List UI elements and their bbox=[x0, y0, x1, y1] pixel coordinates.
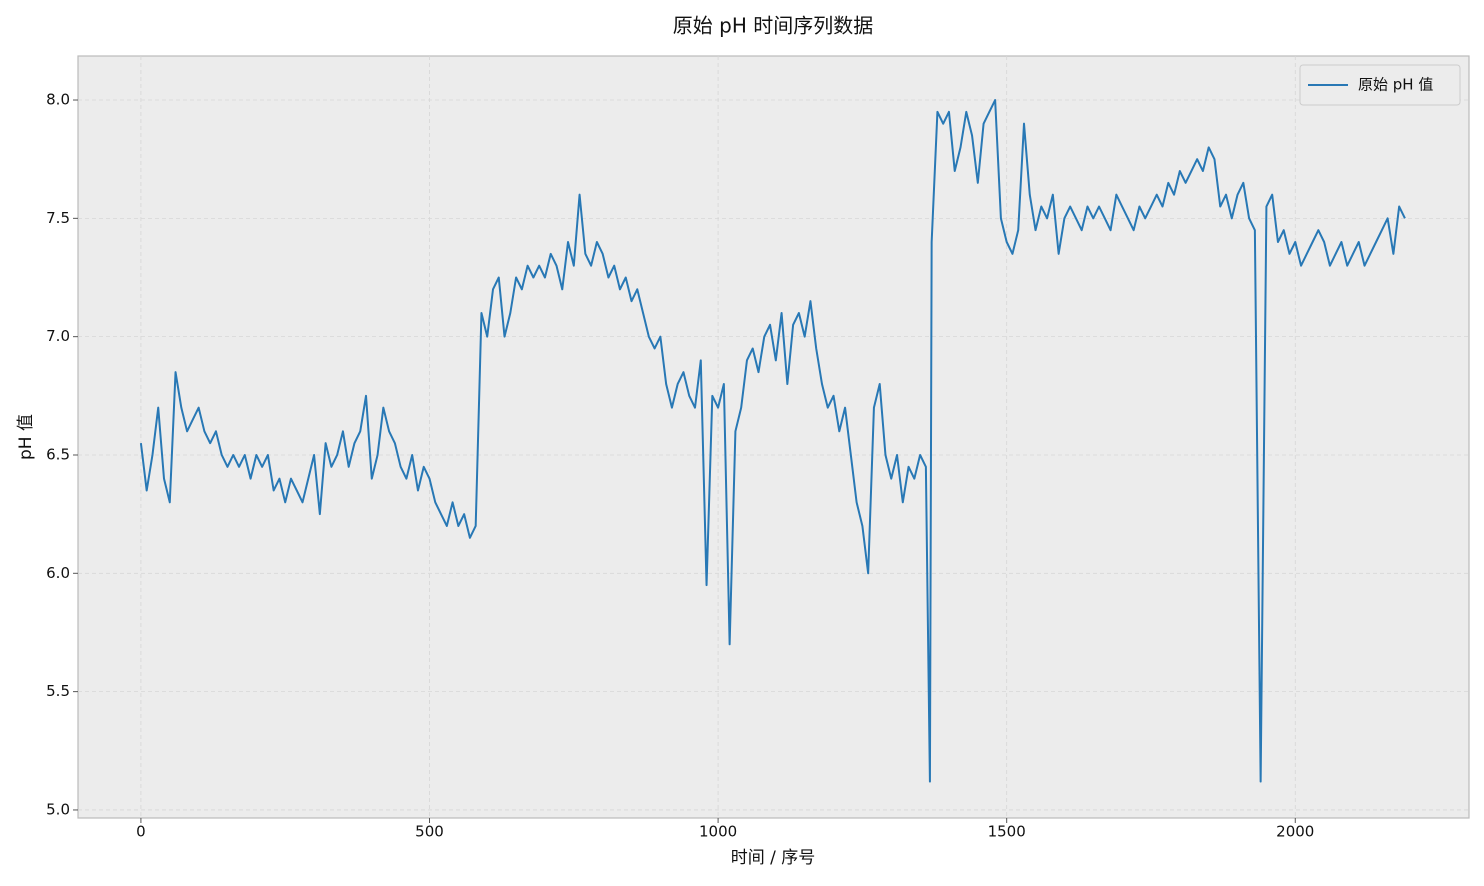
y-tick-label: 5.5 bbox=[46, 682, 70, 700]
legend: 原始 pH 值 bbox=[1299, 64, 1461, 106]
plot-area bbox=[77, 55, 1470, 819]
x-axis-label: 时间 / 序号 bbox=[731, 848, 816, 868]
legend-label: 原始 pH 值 bbox=[1358, 76, 1433, 94]
legend-box bbox=[1299, 64, 1461, 106]
x-tick-label: 500 bbox=[415, 823, 444, 841]
y-tick-label: 8.0 bbox=[46, 91, 70, 109]
y-tick-label: 5.0 bbox=[46, 800, 70, 818]
y-tick-label: 6.5 bbox=[46, 445, 70, 463]
x-tick-label: 1500 bbox=[988, 823, 1026, 841]
grid: 5.0 5.5 6.0 6.5 7.0 7.5 8.0 0 500 1000 1500 2000 bbox=[46, 56, 1469, 841]
chart-title: 原始 pH 时间序列数据 bbox=[673, 14, 873, 38]
x-tick-label: 0 bbox=[136, 823, 146, 841]
y-tick-label: 7.0 bbox=[46, 327, 70, 345]
y-tick-label: 7.5 bbox=[46, 209, 70, 227]
lines bbox=[139, 99, 1406, 783]
y-axis-label: pH 值 bbox=[16, 414, 36, 460]
data-line bbox=[139, 99, 1406, 783]
x-tick-label: 2000 bbox=[1276, 823, 1314, 841]
y-tick-label: 6.0 bbox=[46, 564, 70, 582]
x-tick-label: 1000 bbox=[699, 823, 737, 841]
